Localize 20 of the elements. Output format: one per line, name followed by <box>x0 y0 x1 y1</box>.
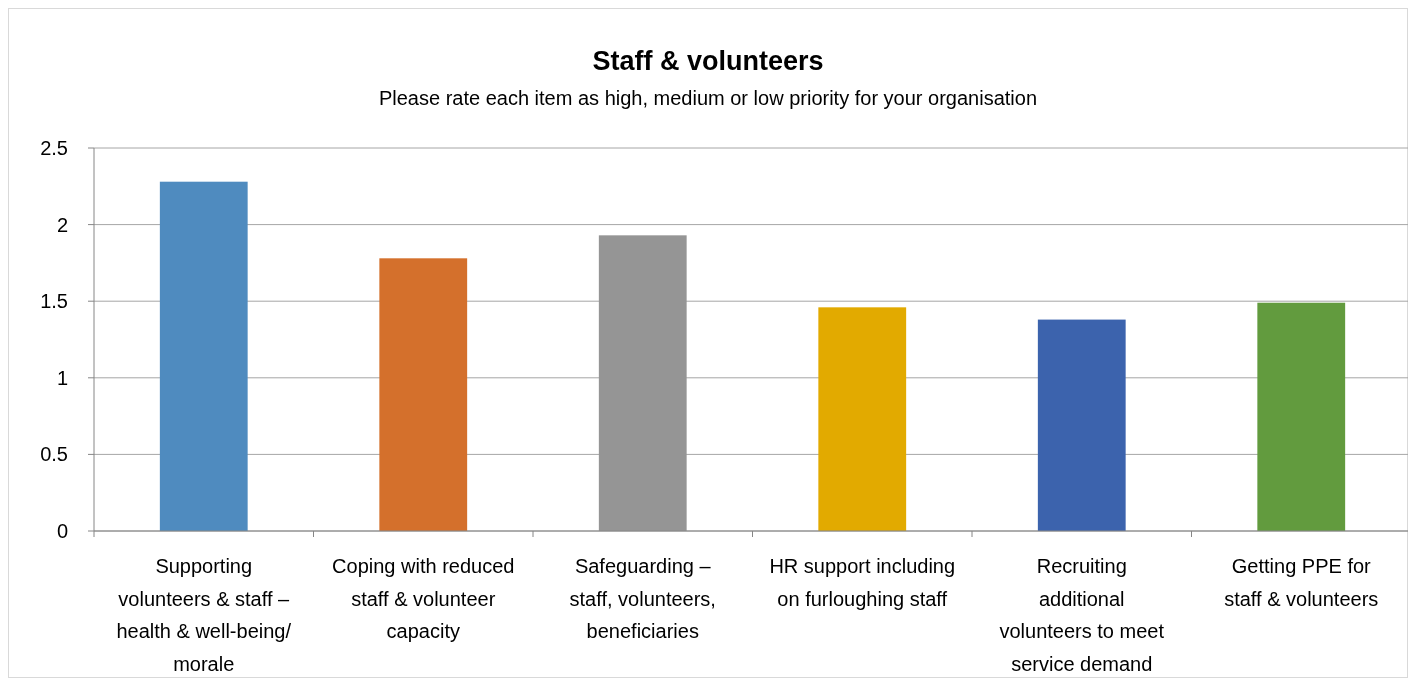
x-tick-label: Recruiting additional volunteers to meet service demand <box>999 555 1165 675</box>
y-tick-label: 0 <box>56 520 68 542</box>
bar <box>159 181 248 531</box>
x-tick-label: Coping with reduced staff & volunteer capacity <box>332 555 515 642</box>
y-tick-label: 2 <box>56 213 68 236</box>
y-tick-label: 1.5 <box>40 290 68 313</box>
y-tick-label: 1 <box>56 366 68 389</box>
chart-title: Staff & volunteers <box>592 46 824 76</box>
bar <box>818 307 907 531</box>
chart-subtitle: Please rate each item as high, medium or low priority for your organisation <box>378 87 1038 109</box>
y-tick-label: 0.5 <box>40 443 68 466</box>
bar <box>379 258 468 531</box>
bar <box>598 235 687 531</box>
x-tick-label: Getting PPE for staff & volunteers <box>1224 555 1379 610</box>
y-tick-label: 2.5 <box>40 137 68 159</box>
x-tick-label: Supporting volunteers & staff – health & well-being/ morale <box>116 555 292 675</box>
bar <box>1037 319 1126 531</box>
x-tick-label: HR support including on furloughing staff <box>769 555 956 610</box>
bar <box>1257 302 1346 531</box>
x-tick-label: Safeguarding – staff, volunteers, beneficiaries <box>569 555 716 642</box>
